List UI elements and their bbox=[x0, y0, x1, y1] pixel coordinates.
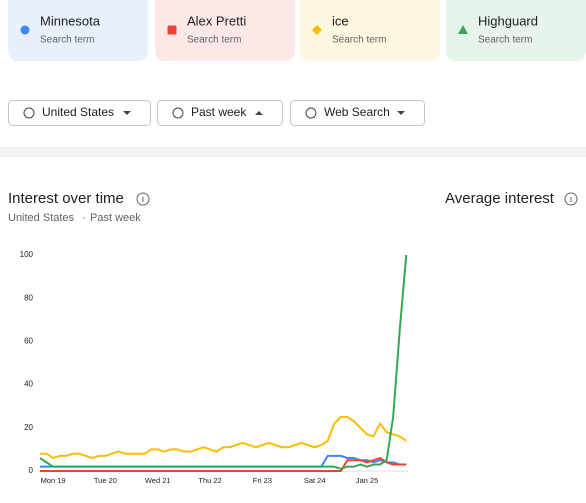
region: United States bbox=[8, 212, 75, 224]
filter-button[interactable] bbox=[290, 100, 425, 126]
section-title: Interest over time bbox=[8, 190, 124, 207]
term-card[interactable] bbox=[446, 0, 586, 61]
x-tick-label: Thu 22 bbox=[198, 476, 221, 485]
term-kind: Search term bbox=[332, 35, 386, 46]
x-tick-label: Wed 21 bbox=[145, 476, 171, 485]
filter-label: Past week bbox=[191, 105, 247, 119]
term-name: ice bbox=[332, 13, 349, 28]
y-tick-label: 20 bbox=[24, 423, 33, 432]
term-card[interactable] bbox=[300, 0, 440, 61]
term-icon bbox=[312, 25, 322, 35]
x-tick-label: Sat 24 bbox=[304, 476, 326, 485]
info-icon[interactable] bbox=[136, 192, 150, 206]
term-name: Highguard bbox=[478, 13, 538, 28]
series-line bbox=[40, 457, 407, 472]
caret bbox=[255, 111, 263, 115]
term-card[interactable] bbox=[8, 0, 148, 61]
term-icon bbox=[167, 25, 177, 35]
divider bbox=[0, 147, 586, 157]
average-title: Average interest bbox=[445, 190, 555, 207]
term-kind: Search term bbox=[40, 35, 94, 46]
term-card[interactable] bbox=[155, 0, 295, 61]
filter-label: United States bbox=[42, 105, 114, 119]
filter-icon bbox=[305, 107, 317, 119]
series-line bbox=[40, 416, 407, 460]
filter-icon bbox=[172, 107, 184, 119]
term-icon bbox=[458, 25, 468, 34]
term-icon bbox=[20, 25, 30, 35]
x-tick-label: Jan 25 bbox=[356, 476, 379, 485]
x-tick-label: Tue 20 bbox=[94, 476, 117, 485]
caret bbox=[397, 111, 405, 115]
filter-label: Web Search bbox=[324, 105, 390, 119]
term-name: Alex Pretti bbox=[187, 13, 246, 28]
x-tick-label: Mon 19 bbox=[41, 476, 66, 485]
caret bbox=[123, 111, 131, 115]
filter-button[interactable] bbox=[8, 100, 151, 126]
y-tick-label: 60 bbox=[24, 337, 33, 346]
term-kind: Search term bbox=[187, 35, 241, 46]
y-tick-label: 0 bbox=[29, 466, 34, 475]
filter-button[interactable] bbox=[157, 100, 283, 126]
info-icon[interactable] bbox=[564, 192, 578, 206]
y-tick-label: 40 bbox=[24, 380, 33, 389]
term-kind: Search term bbox=[478, 35, 532, 46]
series-line bbox=[39, 254, 408, 470]
period: Past week bbox=[90, 212, 141, 224]
filter-icon bbox=[23, 107, 35, 119]
x-tick-label: Fri 23 bbox=[253, 476, 272, 485]
separator: · bbox=[82, 212, 86, 224]
term-name: Minnesota bbox=[40, 13, 101, 28]
y-tick-label: 80 bbox=[24, 293, 33, 302]
y-tick-label: 100 bbox=[20, 250, 34, 259]
